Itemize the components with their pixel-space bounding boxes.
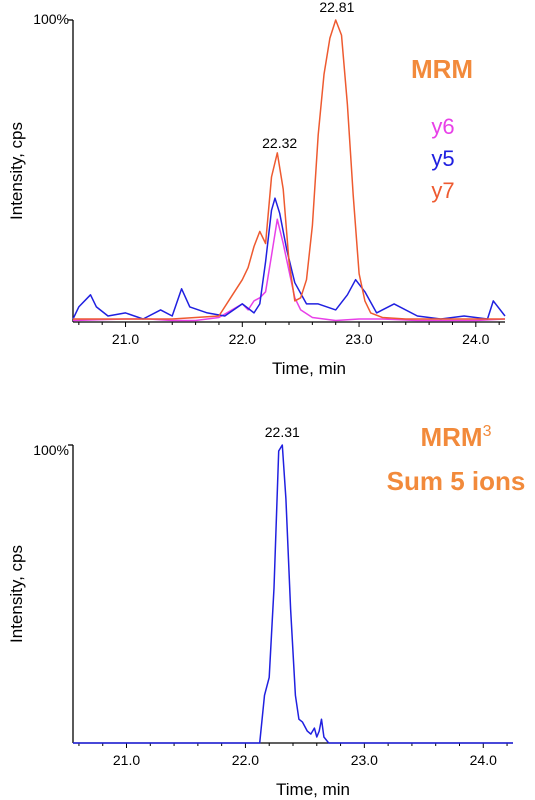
method-title: MRM: [411, 54, 473, 84]
x-axis-title: Time, min: [276, 780, 350, 799]
x-tick-label: 22.0: [229, 331, 256, 347]
x-tick-label: 23.0: [351, 752, 378, 768]
method-title: MRM3: [421, 422, 492, 452]
peak-label: 22.31: [265, 424, 300, 440]
x-tick-label: 24.0: [462, 331, 489, 347]
legend-entry-y7: y7: [431, 178, 454, 203]
method-title-text: MRM: [421, 422, 483, 452]
method-subtitle: Sum 5 ions: [387, 466, 526, 496]
y-axis-title: Intensity, cps: [7, 122, 26, 220]
method-title-text: MRM: [411, 54, 473, 84]
peak-label: 22.32: [262, 135, 297, 151]
x-tick-label: 22.0: [232, 752, 259, 768]
x-tick-label: 24.0: [470, 752, 497, 768]
series-line-sum: [73, 444, 513, 744]
x-axis-title: Time, min: [272, 359, 346, 378]
mrm-chromatogram-panel: 100% 21.0 22.0 23.0 24.0 Time, min Intensity, …: [7, 0, 506, 378]
peak-label: 22.81: [319, 0, 354, 15]
x-tick-label: 21.0: [112, 331, 139, 347]
x-tick-label: 21.0: [113, 752, 140, 768]
y-axis-top-label: 100%: [33, 11, 69, 27]
x-tick-label: 23.0: [345, 331, 372, 347]
series-line-y6: [72, 218, 506, 322]
series-line-y7: [73, 19, 505, 320]
mrm3-chromatogram-panel: 100% 21.0 22.0 23.0 24.0 Time, min Intensity, …: [7, 422, 525, 799]
y-axis-top-label: 100%: [33, 442, 69, 458]
legend-entry-y6: y6: [431, 114, 454, 139]
series-line-y5: [72, 197, 506, 320]
legend-entry-y5: y5: [431, 146, 454, 171]
y-axis-title: Intensity, cps: [7, 545, 26, 643]
method-title-superscript: 3: [483, 423, 492, 440]
